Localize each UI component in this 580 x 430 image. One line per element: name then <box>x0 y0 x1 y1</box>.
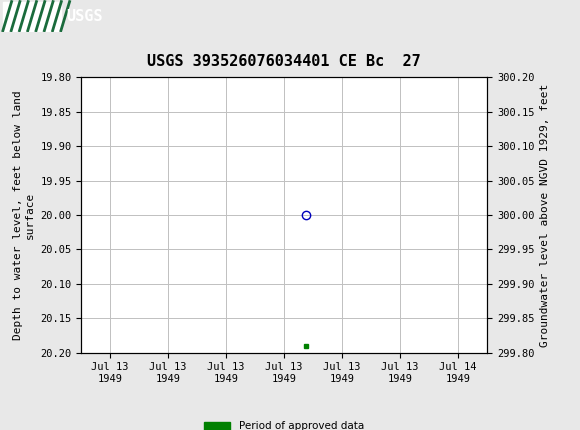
Bar <box>3 2 61 31</box>
Legend: Period of approved data: Period of approved data <box>200 417 368 430</box>
Text: USGS: USGS <box>67 9 103 24</box>
Y-axis label: Depth to water level, feet below land
surface: Depth to water level, feet below land su… <box>13 90 35 340</box>
Title: USGS 393526076034401 CE Bc  27: USGS 393526076034401 CE Bc 27 <box>147 54 421 69</box>
Y-axis label: Groundwater level above NGVD 1929, feet: Groundwater level above NGVD 1929, feet <box>540 83 550 347</box>
